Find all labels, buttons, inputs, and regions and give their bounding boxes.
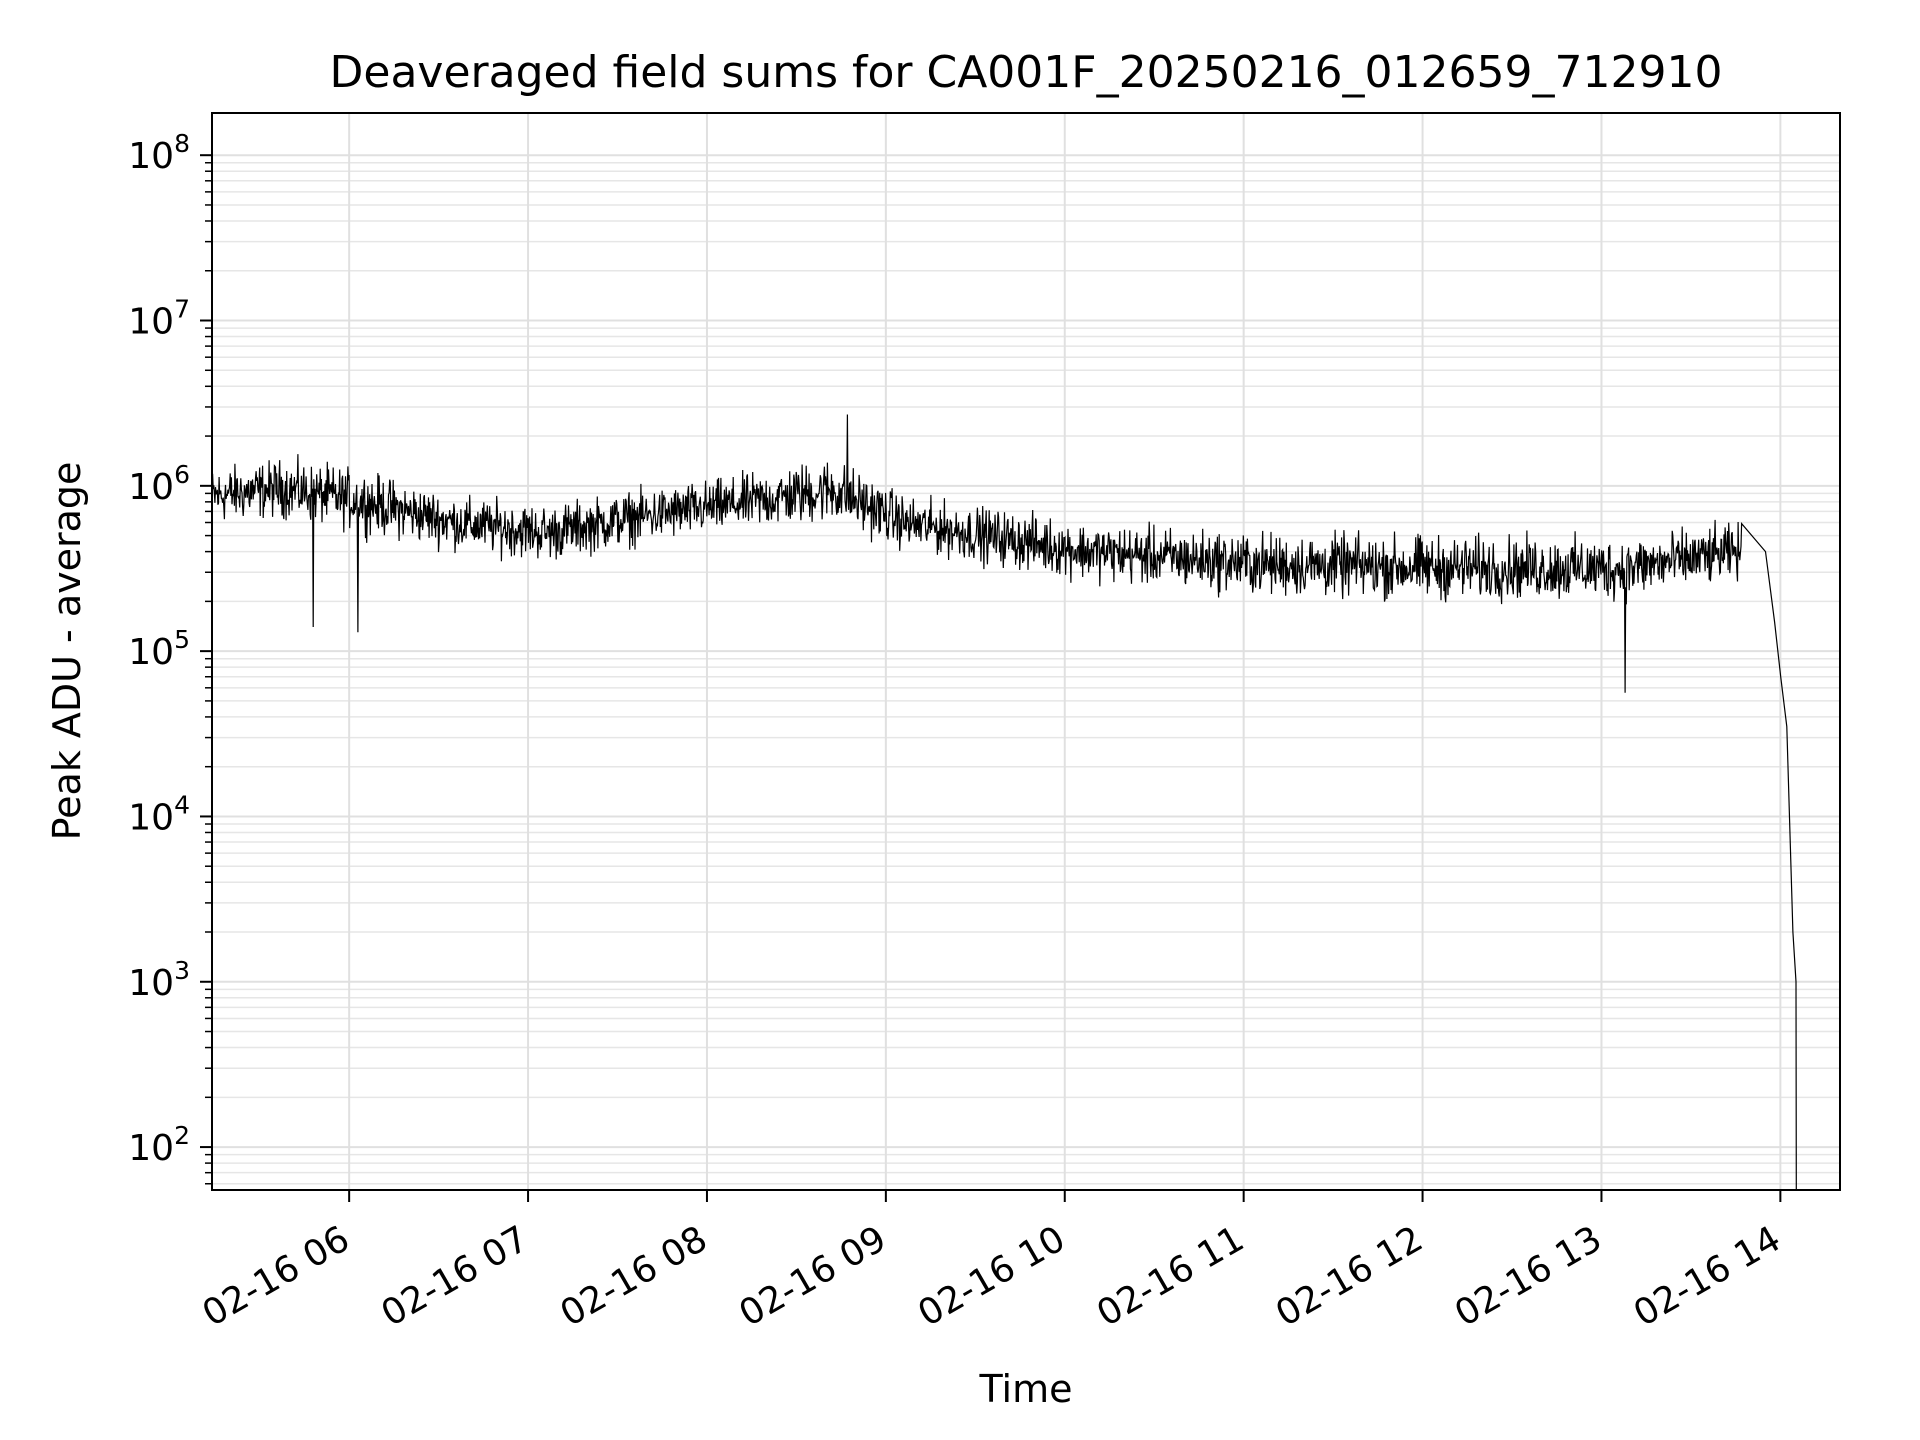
y-tick-label: 107 — [128, 295, 190, 343]
y-tick-label: 105 — [128, 625, 190, 673]
y-axis-label: Peak ADU - average — [45, 462, 89, 841]
series — [212, 414, 1797, 1190]
grid — [212, 113, 1840, 1190]
y-tick-label: 103 — [128, 956, 190, 1004]
y-tick-label: 106 — [128, 460, 190, 508]
y-tick-label: 108 — [128, 129, 190, 177]
y-tick-label: 102 — [128, 1121, 190, 1169]
y-tick-label: 104 — [128, 790, 190, 838]
series-line — [212, 414, 1797, 1190]
x-axis-label: Time — [979, 1367, 1073, 1411]
chart-title: Deaveraged field sums for CA001F_2025021… — [330, 47, 1723, 98]
y-axis: 102 103 104 105 106 107 108 — [128, 129, 212, 1185]
